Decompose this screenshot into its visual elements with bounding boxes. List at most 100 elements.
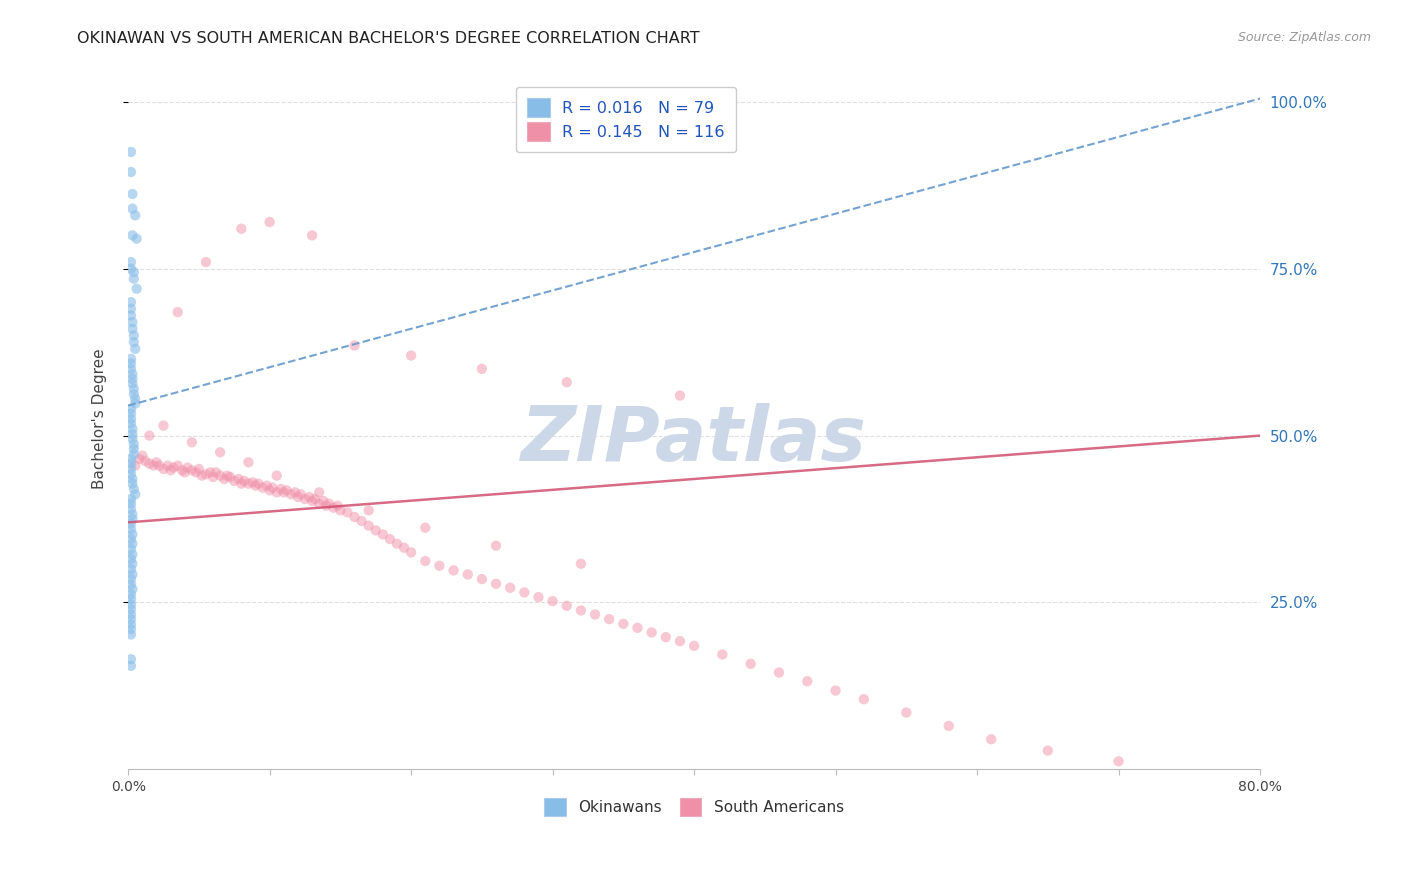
Point xyxy=(683,639,706,653)
Point xyxy=(238,476,260,491)
Point xyxy=(145,455,167,469)
Point xyxy=(276,483,298,498)
Point xyxy=(326,499,349,513)
Point xyxy=(852,692,875,706)
Point xyxy=(555,599,578,613)
Point xyxy=(122,272,145,286)
Point xyxy=(120,467,142,482)
Point xyxy=(121,508,143,522)
Point xyxy=(555,375,578,389)
Point xyxy=(124,458,146,473)
Point xyxy=(122,387,145,401)
Point xyxy=(120,516,142,531)
Point xyxy=(640,625,662,640)
Point xyxy=(214,472,236,486)
Point xyxy=(120,522,142,536)
Point xyxy=(121,202,143,216)
Point xyxy=(120,587,142,601)
Point xyxy=(121,427,143,442)
Point xyxy=(194,467,217,482)
Point xyxy=(357,503,380,517)
Point xyxy=(896,706,918,720)
Point xyxy=(138,457,160,471)
Point xyxy=(122,442,145,456)
Point xyxy=(120,602,142,616)
Point xyxy=(121,372,143,386)
Point xyxy=(121,228,143,243)
Point xyxy=(266,468,288,483)
Point xyxy=(304,491,326,506)
Point xyxy=(457,567,479,582)
Point xyxy=(128,452,150,467)
Point xyxy=(122,482,145,496)
Point xyxy=(768,665,790,680)
Point xyxy=(121,527,143,541)
Point xyxy=(231,476,253,491)
Point xyxy=(138,428,160,442)
Point xyxy=(298,490,321,504)
Point xyxy=(121,476,143,491)
Point xyxy=(209,445,232,459)
Point xyxy=(485,576,508,591)
Point xyxy=(259,215,281,229)
Point xyxy=(180,435,202,450)
Point xyxy=(190,468,212,483)
Text: Source: ZipAtlas.com: Source: ZipAtlas.com xyxy=(1237,31,1371,45)
Point xyxy=(371,527,394,541)
Point xyxy=(125,282,148,296)
Point xyxy=(176,460,198,475)
Point xyxy=(120,401,142,416)
Point xyxy=(142,458,165,473)
Point xyxy=(173,465,195,479)
Point xyxy=(131,449,153,463)
Point xyxy=(224,474,246,488)
Point xyxy=(233,474,256,488)
Point xyxy=(124,342,146,356)
Point xyxy=(187,462,209,476)
Point xyxy=(541,594,564,608)
Point xyxy=(238,455,260,469)
Point xyxy=(159,463,181,477)
Point xyxy=(245,478,267,492)
Point xyxy=(121,472,143,486)
Point xyxy=(669,388,692,402)
Point xyxy=(120,362,142,376)
Point xyxy=(294,491,316,506)
Point xyxy=(121,582,143,596)
Point xyxy=(120,592,142,607)
Point xyxy=(740,657,762,671)
Point xyxy=(322,500,344,515)
Point xyxy=(284,485,307,500)
Point xyxy=(120,145,142,159)
Point xyxy=(252,481,274,495)
Point xyxy=(217,468,239,483)
Point xyxy=(121,422,143,436)
Point xyxy=(209,468,232,483)
Point xyxy=(413,554,436,568)
Point xyxy=(122,382,145,396)
Point xyxy=(399,349,422,363)
Point xyxy=(120,407,142,421)
Point xyxy=(290,487,312,501)
Point xyxy=(122,328,145,343)
Point xyxy=(152,462,174,476)
Point xyxy=(318,497,340,511)
Point xyxy=(626,621,648,635)
Point xyxy=(120,652,142,666)
Point xyxy=(527,590,550,604)
Point xyxy=(273,485,295,500)
Point xyxy=(1036,743,1059,757)
Point xyxy=(121,432,143,446)
Point xyxy=(120,301,142,316)
Point xyxy=(120,542,142,557)
Point xyxy=(256,478,278,492)
Point xyxy=(120,261,142,276)
Point xyxy=(280,487,302,501)
Point xyxy=(329,503,352,517)
Point xyxy=(980,732,1002,747)
Point xyxy=(228,472,250,486)
Point xyxy=(166,458,188,473)
Point xyxy=(350,514,373,528)
Point xyxy=(824,683,846,698)
Point xyxy=(120,412,142,426)
